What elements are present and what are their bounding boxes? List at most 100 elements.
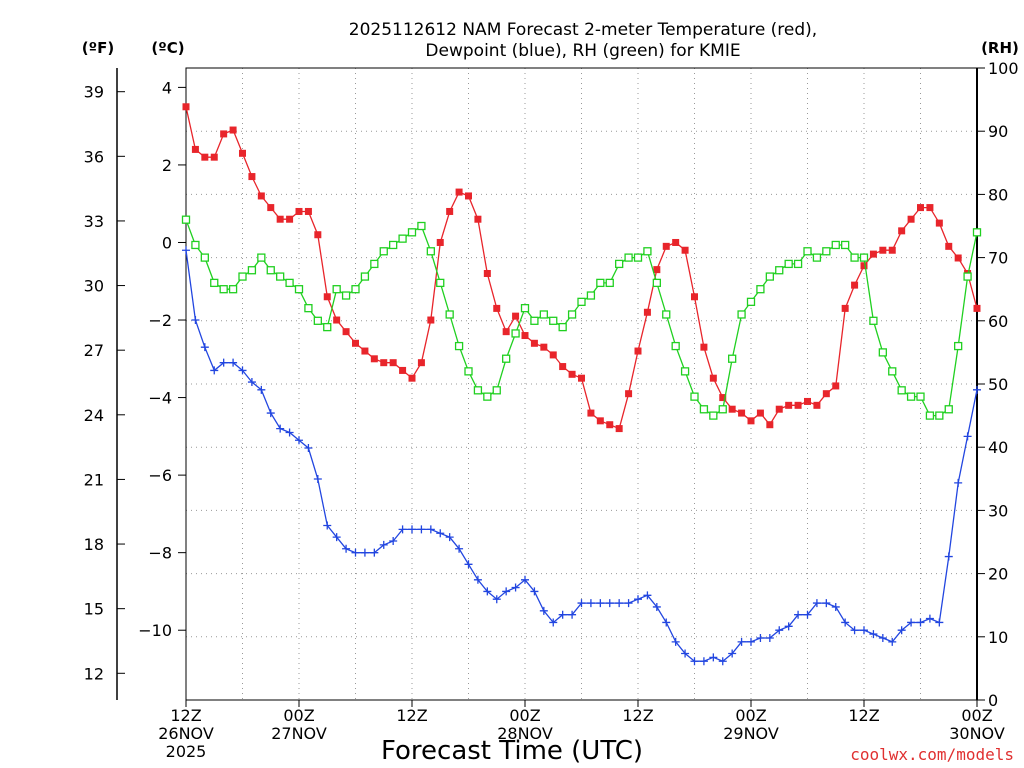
temperature-point bbox=[342, 328, 350, 336]
dewpoint-point bbox=[219, 358, 228, 367]
rh-point bbox=[379, 247, 388, 256]
temperature-point bbox=[210, 153, 218, 161]
rh-point bbox=[200, 253, 209, 262]
rh-point bbox=[266, 266, 275, 275]
temperature-point bbox=[634, 347, 642, 355]
temperature-point bbox=[276, 215, 284, 223]
temperature-point bbox=[323, 293, 331, 301]
rh-point bbox=[596, 278, 605, 288]
rh-point bbox=[906, 392, 916, 401]
dewpoint-point bbox=[313, 474, 322, 483]
temperature-point bbox=[201, 153, 209, 161]
x-tick-label: 00Z bbox=[961, 706, 992, 725]
temperature-point bbox=[370, 355, 378, 363]
dewpoint-point bbox=[634, 595, 642, 604]
temperature-point bbox=[587, 409, 595, 417]
temperature-point bbox=[662, 242, 670, 250]
dewpoint-point bbox=[464, 560, 473, 569]
dewpoint-point bbox=[822, 599, 831, 608]
celsius-tick-label: 4 bbox=[162, 78, 172, 97]
x-tick-label: 28NOV bbox=[497, 724, 553, 743]
rh-point bbox=[407, 228, 417, 237]
rh-point bbox=[502, 354, 511, 363]
dewpoint-point bbox=[690, 657, 699, 666]
dewpoint-point bbox=[775, 626, 784, 635]
temperature-point bbox=[907, 215, 915, 223]
temperature-point bbox=[568, 370, 576, 378]
temperature-point bbox=[399, 366, 407, 374]
dewpoint-point bbox=[728, 649, 737, 658]
rh-point bbox=[257, 253, 266, 262]
dewpoint-point bbox=[812, 599, 821, 608]
rh-point bbox=[210, 278, 219, 288]
rh-point bbox=[294, 285, 304, 294]
dewpoint-point bbox=[765, 633, 774, 642]
rh-point bbox=[539, 310, 548, 319]
rh-tick-label: 20 bbox=[988, 565, 1008, 584]
fahrenheit-tick-label: 39 bbox=[84, 83, 104, 102]
dewpoint-point bbox=[671, 637, 680, 646]
dewpoint-point bbox=[182, 246, 190, 255]
dewpoint-point bbox=[379, 540, 388, 549]
rh-point bbox=[341, 291, 351, 300]
x-tick-label: 00Z bbox=[283, 706, 314, 725]
temperature-point bbox=[879, 246, 887, 254]
temperature-point bbox=[352, 339, 359, 347]
temperature-point bbox=[794, 401, 802, 409]
rh-point bbox=[370, 259, 379, 269]
temperature-point bbox=[935, 219, 943, 227]
grid-lines bbox=[186, 68, 977, 700]
rh-point bbox=[228, 285, 238, 294]
rh-point bbox=[436, 278, 445, 288]
temperature-point bbox=[841, 304, 849, 312]
temperature-point bbox=[785, 401, 793, 409]
temperature-point bbox=[643, 308, 651, 316]
dewpoint-point bbox=[568, 610, 577, 619]
dewpoint-point bbox=[408, 525, 416, 534]
fahrenheit-tick-label: 24 bbox=[84, 406, 104, 425]
temperature-point bbox=[681, 246, 689, 254]
temperature-point bbox=[267, 204, 275, 212]
credit-label: coolwx.com/models bbox=[850, 745, 1014, 764]
temperature-point bbox=[898, 227, 906, 235]
rh-point bbox=[925, 411, 935, 420]
rh-point bbox=[765, 272, 774, 281]
rh-point bbox=[822, 247, 831, 256]
rh-tick-label: 100 bbox=[988, 59, 1019, 78]
dewpoint-point bbox=[841, 618, 850, 627]
dewpoint-point bbox=[285, 428, 294, 437]
rh-point bbox=[473, 386, 483, 395]
rh-point bbox=[332, 285, 341, 294]
fahrenheit-tick-label: 27 bbox=[84, 341, 104, 360]
rh-point bbox=[492, 386, 501, 395]
celsius-tick-label: −10 bbox=[138, 621, 172, 640]
rh-point bbox=[285, 278, 294, 288]
x-tick-label: 12Z bbox=[170, 706, 201, 725]
dewpoint-point bbox=[229, 358, 238, 367]
dewpoint-point bbox=[549, 618, 558, 627]
temperature-point bbox=[512, 312, 520, 320]
temperature-point bbox=[229, 126, 237, 134]
dewpoint-point bbox=[963, 432, 972, 441]
temperature-point bbox=[606, 421, 614, 429]
temperature-point bbox=[549, 351, 557, 359]
temperature-point bbox=[625, 390, 633, 398]
temperature-point bbox=[822, 390, 830, 398]
temperature-point bbox=[869, 250, 877, 258]
rh-point bbox=[699, 405, 709, 414]
temperature-point bbox=[417, 359, 425, 367]
rh-point bbox=[530, 316, 539, 325]
dewpoint-point bbox=[577, 599, 586, 608]
temperature-point bbox=[465, 192, 472, 200]
temperature-point bbox=[455, 188, 463, 196]
temperature-point bbox=[248, 173, 256, 181]
celsius-tick-label: 0 bbox=[162, 233, 172, 252]
rh-point bbox=[191, 240, 200, 250]
celsius-unit-label: (ºC) bbox=[151, 39, 184, 57]
rh-point bbox=[803, 247, 812, 256]
temperature-point bbox=[756, 409, 764, 417]
dewpoint-point bbox=[586, 599, 595, 608]
rh-point bbox=[313, 316, 322, 325]
temperature-point bbox=[719, 394, 727, 402]
